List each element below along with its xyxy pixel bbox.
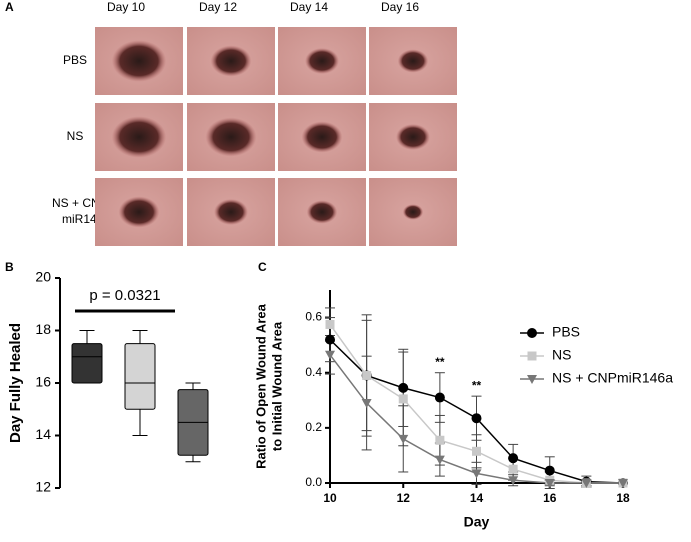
y-tick-label: 16 xyxy=(35,374,51,390)
y-axis-label: Day Fully Healed xyxy=(7,323,24,443)
box xyxy=(71,343,103,384)
wound xyxy=(118,196,160,228)
wound xyxy=(111,40,167,82)
legend-marker xyxy=(527,375,537,384)
panel-label: B xyxy=(5,260,14,274)
y-tick-label: 0.0 xyxy=(305,475,322,489)
point xyxy=(618,479,628,488)
x-tick-label: 18 xyxy=(616,491,630,505)
legend-label: PBS xyxy=(552,324,580,340)
point xyxy=(471,469,482,479)
panel-label: C xyxy=(258,260,267,274)
wound xyxy=(306,200,338,224)
column-label: Day 14 xyxy=(290,0,328,14)
y-tick-label: 0.4 xyxy=(305,365,322,379)
point xyxy=(544,479,555,488)
wound xyxy=(301,121,343,153)
point xyxy=(508,464,518,474)
wound xyxy=(402,204,424,220)
point xyxy=(361,399,372,409)
legend-label: NS xyxy=(552,347,571,363)
box xyxy=(124,343,156,410)
y-tick-label: 14 xyxy=(35,426,51,442)
wound xyxy=(396,124,430,150)
wound xyxy=(111,116,167,158)
point xyxy=(325,319,335,329)
y-axis-label: Ratio of Open Wound Area xyxy=(253,303,268,468)
point xyxy=(435,435,445,445)
wound xyxy=(397,49,429,73)
column-label: Day 16 xyxy=(381,0,419,14)
y-tick-label: 12 xyxy=(35,479,51,495)
annotation: p = 0.0321 xyxy=(89,287,160,304)
point xyxy=(325,350,335,360)
x-axis-label: Day xyxy=(464,514,490,530)
point xyxy=(362,370,372,380)
y-tick-label: 0.2 xyxy=(305,420,322,434)
row-label: PBS xyxy=(63,53,87,67)
point xyxy=(398,434,409,444)
point xyxy=(508,453,519,464)
point xyxy=(434,392,445,403)
wound xyxy=(305,48,339,74)
point xyxy=(581,479,592,488)
point xyxy=(508,476,519,486)
x-tick-label: 14 xyxy=(470,491,484,505)
legend-label: NS + CNPmiR146a xyxy=(552,370,673,386)
y-tick-label: 0.6 xyxy=(305,310,322,324)
point xyxy=(325,334,335,345)
wound xyxy=(210,45,252,77)
annotation: ** xyxy=(472,378,482,392)
x-tick-label: 16 xyxy=(543,491,557,505)
point xyxy=(472,446,481,456)
panel-label: A xyxy=(5,0,14,14)
row-label: NS xyxy=(67,129,84,143)
y-tick-label: 20 xyxy=(35,269,51,285)
wound xyxy=(205,117,257,157)
y-tick-label: 18 xyxy=(35,321,51,337)
point xyxy=(434,455,445,465)
column-label: Day 12 xyxy=(199,0,237,14)
annotation: ** xyxy=(435,355,445,369)
x-tick-label: 12 xyxy=(397,491,411,505)
point xyxy=(471,413,482,424)
x-tick-label: 10 xyxy=(323,491,337,505)
point xyxy=(398,382,409,393)
point xyxy=(398,394,408,404)
point xyxy=(544,465,555,476)
y-axis-label: to Initial Wound Area xyxy=(269,321,284,451)
legend-marker xyxy=(527,328,537,338)
legend-marker xyxy=(527,351,537,361)
column-label: Day 10 xyxy=(107,0,145,14)
wound xyxy=(214,199,248,225)
